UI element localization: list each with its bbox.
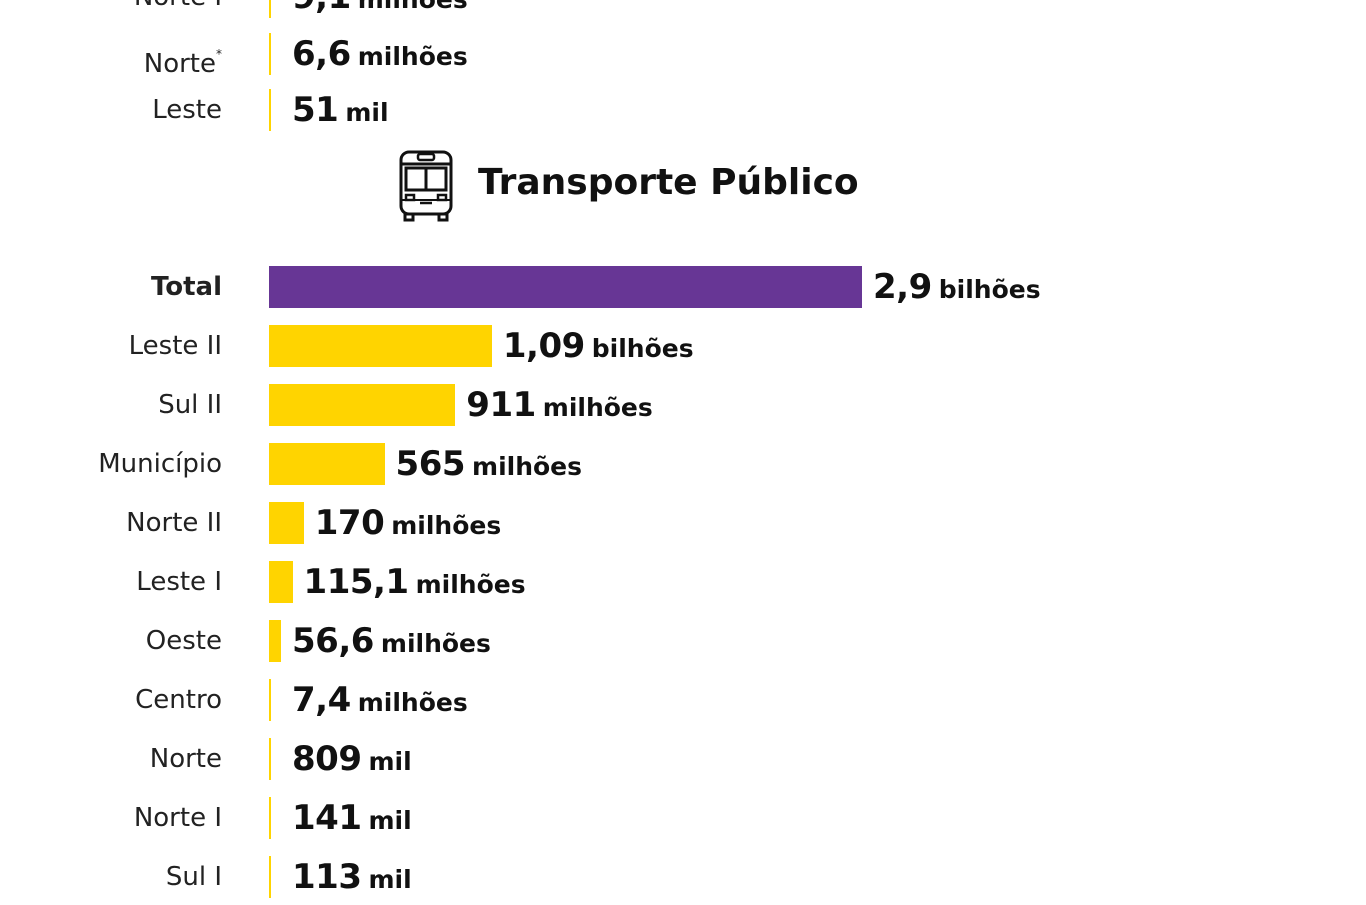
data-label-number: 9,1 (292, 0, 351, 17)
category-label: Leste I (136, 567, 222, 597)
data-label: 7,4 milhões (292, 678, 468, 722)
bar-row: Leste II 1,09 bilhões (0, 324, 1366, 368)
footnote-mark: * (216, 47, 222, 61)
category-label: Norte I (133, 803, 222, 833)
bar-row: Norte I 9,1 milhões (0, 0, 1366, 19)
data-label-number: 170 (314, 503, 385, 543)
bar (269, 325, 492, 367)
data-label: 6,6 milhões (292, 32, 468, 76)
data-label-number: 113 (292, 857, 362, 897)
bar-row: Norte I 141 mil (0, 796, 1366, 840)
category-label: Norte* (143, 47, 222, 79)
data-label: 170 milhões (315, 501, 501, 545)
bar-row: Sul II 911 milhões (0, 383, 1366, 427)
bar (269, 620, 281, 662)
bar-row: Total 2,9 bilhões (0, 265, 1366, 309)
data-label-number: 51 (292, 90, 339, 130)
bar-row: Município 565 milhões (0, 442, 1366, 486)
data-label-unit: mil (345, 98, 389, 127)
data-label: 141 mil (292, 796, 412, 840)
bar-row: Sul I 113 mil (0, 855, 1366, 899)
bar-row: Leste I 115,1 milhões (0, 560, 1366, 604)
data-label-unit: milhões (380, 629, 491, 658)
bar-row: Norte 809 mil (0, 737, 1366, 781)
data-label: 2,9 bilhões (873, 265, 1041, 309)
bar (269, 738, 271, 780)
bar (269, 797, 271, 839)
bar-row: Norte II 170 milhões (0, 501, 1366, 545)
bar (269, 856, 271, 898)
data-label-unit: mil (368, 806, 412, 835)
category-label: Município (98, 449, 222, 479)
category-label: Leste (152, 95, 222, 125)
data-label: 565 milhões (396, 442, 582, 486)
category-label: Norte II (126, 508, 222, 538)
chart-title: Transporte Público (478, 162, 859, 203)
data-label-unit: milhões (542, 393, 653, 422)
data-label-number: 141 (292, 798, 362, 838)
bar (269, 33, 271, 75)
data-label-unit: bilhões (938, 275, 1041, 304)
bar (269, 89, 271, 131)
data-label-number: 2,9 (873, 267, 932, 307)
data-label: 113 mil (292, 855, 412, 899)
bar-row: Norte* 6,6 milhões (0, 32, 1366, 79)
bar-row: Oeste 56,6 milhões (0, 619, 1366, 663)
data-label-number: 565 (395, 444, 466, 484)
bar (269, 561, 293, 603)
data-label-unit: milhões (357, 42, 468, 71)
data-label-unit: bilhões (591, 334, 694, 363)
data-label: 56,6 milhões (292, 619, 491, 663)
data-label: 9,1 milhões (292, 0, 468, 19)
data-label-number: 6,6 (292, 34, 351, 74)
data-label: 1,09 bilhões (503, 324, 694, 368)
data-label-number: 115,1 (303, 562, 410, 602)
data-label-unit: mil (368, 747, 412, 776)
category-label: Leste II (128, 331, 222, 361)
category-label: Oeste (145, 626, 222, 656)
data-label-unit: milhões (415, 570, 526, 599)
bar (269, 266, 862, 308)
category-label: Norte (149, 744, 222, 774)
data-label: 115,1 milhões (304, 560, 526, 604)
data-label-unit: milhões (391, 511, 502, 540)
data-label-number: 1,09 (502, 326, 585, 366)
bar (269, 384, 456, 426)
bar (269, 0, 271, 18)
data-label: 809 mil (292, 737, 412, 781)
bar (269, 502, 304, 544)
data-label-unit: mil (368, 865, 412, 894)
bus-icon (399, 150, 453, 222)
category-label: Sul I (165, 862, 222, 892)
data-label-unit: milhões (472, 452, 583, 481)
bar (269, 443, 385, 485)
data-label-number: 809 (292, 739, 362, 779)
category-label: Sul II (158, 390, 222, 420)
bar-row: Leste 51 mil (0, 88, 1366, 132)
data-label-number: 911 (466, 385, 536, 425)
data-label: 51 mil (292, 88, 389, 132)
data-label: 911 milhões (466, 383, 652, 427)
data-label-number: 56,6 (292, 621, 374, 661)
bar-row: Centro 7,4 milhões (0, 678, 1366, 722)
data-label-number: 7,4 (292, 680, 351, 720)
data-label-unit: milhões (357, 688, 468, 717)
bar (269, 679, 271, 721)
category-label: Centro (135, 685, 222, 715)
data-label-unit: milhões (358, 0, 468, 14)
category-label: Norte I (134, 0, 222, 19)
category-label: Total (150, 272, 222, 302)
